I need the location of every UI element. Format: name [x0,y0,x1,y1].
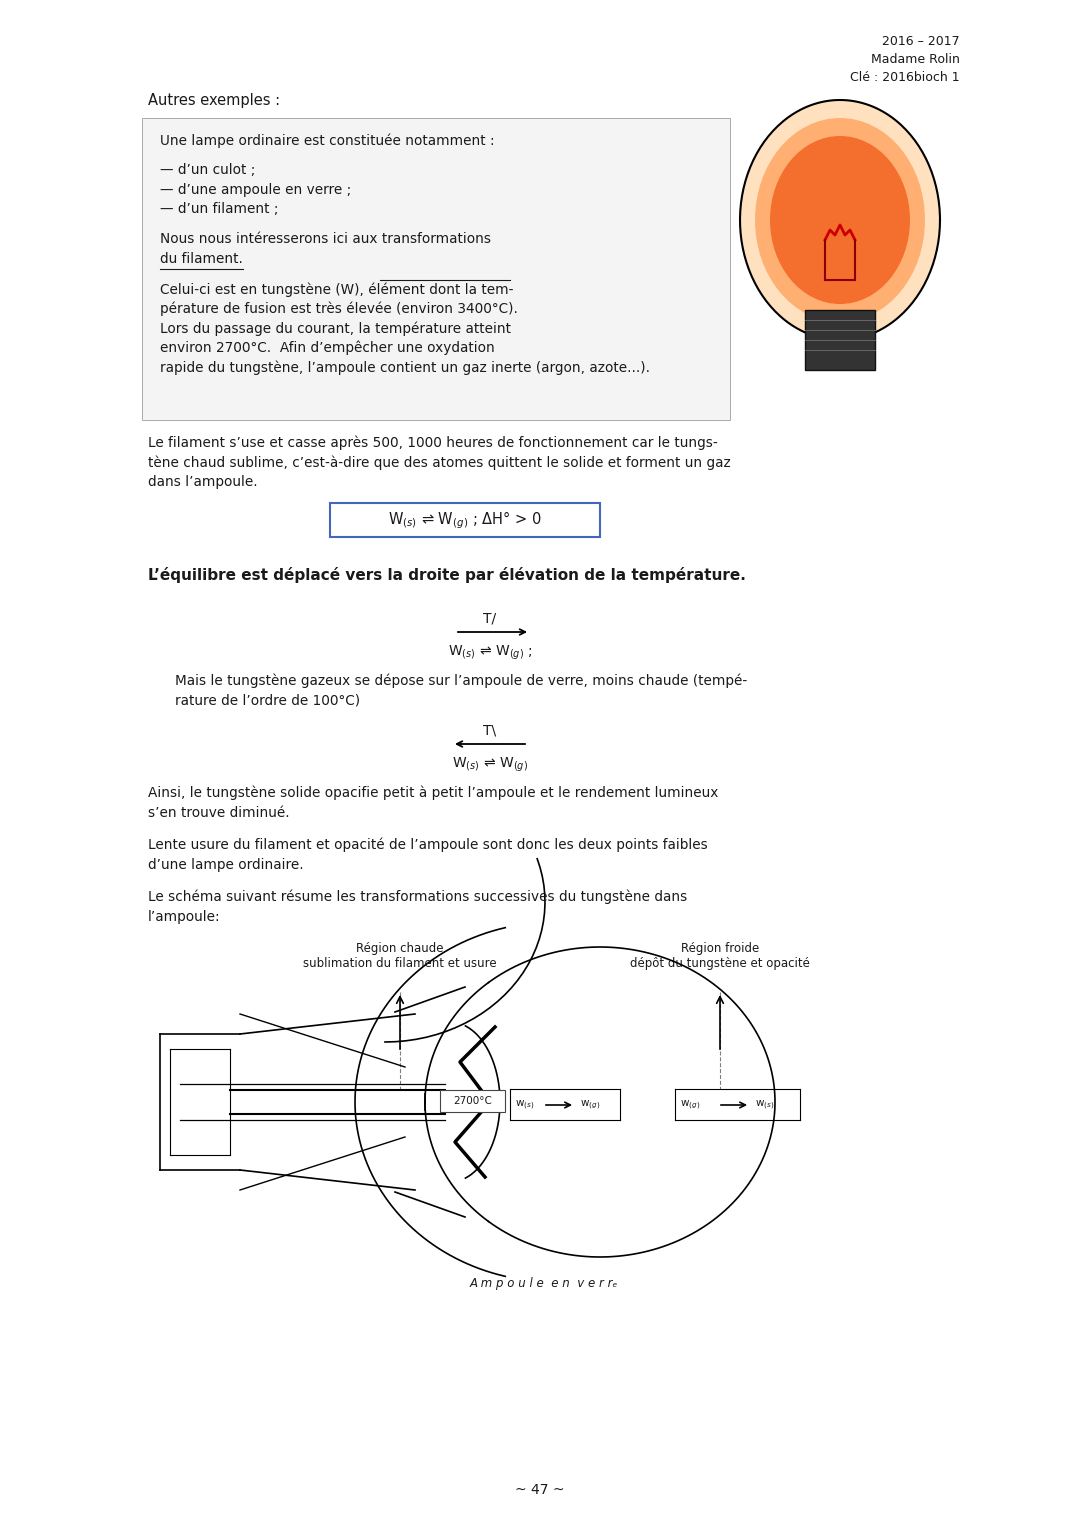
Text: Le schéma suivant résume les transformations successives du tungstène dans: Le schéma suivant résume les transformat… [148,890,687,904]
Text: Une lampe ordinaire est constituée notamment :: Une lampe ordinaire est constituée notam… [160,133,495,148]
Text: tène chaud sublime, c’est-à-dire que des atomes quittent le solide et forment un: tène chaud sublime, c’est-à-dire que des… [148,455,731,469]
Text: T\: T\ [484,724,497,738]
Text: T/: T/ [484,612,497,626]
Text: w$_{(s)}$: w$_{(s)}$ [755,1098,774,1112]
Text: dépôt du tungstène et opacité: dépôt du tungstène et opacité [630,957,810,970]
Text: Région chaude: Région chaude [356,942,444,954]
Text: ~ 47 ~: ~ 47 ~ [515,1483,565,1496]
Text: Autres exemples :: Autres exemples : [148,93,280,108]
Text: s’en trouve diminué.: s’en trouve diminué. [148,806,289,820]
Text: Ainsi, le tungstène solide opacifie petit à petit l’ampoule et le rendement lumi: Ainsi, le tungstène solide opacifie peti… [148,786,718,800]
Text: A m p o u l e  e n  v e r rₑ: A m p o u l e e n v e r rₑ [470,1277,619,1290]
Text: pérature de fusion est très élevée (environ 3400°C).: pérature de fusion est très élevée (envi… [160,302,518,316]
Text: Lente usure du filament et opacité de l’ampoule sont donc les deux points faible: Lente usure du filament et opacité de l’… [148,838,707,852]
Text: dans l’ampoule.: dans l’ampoule. [148,475,258,489]
Text: Le filament s’use et casse après 500, 1000 heures de fonctionnement car le tungs: Le filament s’use et casse après 500, 10… [148,435,718,449]
Text: Clé : 2016bioch 1: Clé : 2016bioch 1 [850,70,960,84]
Text: du filament.: du filament. [160,252,243,266]
Bar [440,1090,505,1112]
Bar [141,118,730,420]
Text: L’équilibre est déplacé vers la droite par élévation de la température.: L’équilibre est déplacé vers la droite p… [148,567,746,583]
Text: environ 2700°C.  Afin d’empêcher une oxydation: environ 2700°C. Afin d’empêcher une oxyd… [160,341,495,356]
Ellipse shape [770,136,910,304]
Text: w$_{(g)}$: w$_{(g)}$ [680,1098,700,1112]
Text: sublimation du filament et usure: sublimation du filament et usure [303,957,497,970]
Text: W$_{(s)}$ ⇌ W$_{(g)}$ ;: W$_{(s)}$ ⇌ W$_{(g)}$ ; [447,644,532,663]
Text: Mais le tungstène gazeux se dépose sur l’ampoule de verre, moins chaude (tempé-: Mais le tungstène gazeux se dépose sur l… [175,673,747,689]
Ellipse shape [755,118,924,322]
Text: w$_{(s)}$: w$_{(s)}$ [515,1098,535,1112]
Text: Région froide: Région froide [680,942,759,954]
Text: W$_{(s)}$ ⇌ W$_{(g)}$ ; ΔH° > 0: W$_{(s)}$ ⇌ W$_{(g)}$ ; ΔH° > 0 [388,508,542,531]
Text: Nous nous intéresserons ici aux transformations: Nous nous intéresserons ici aux transfor… [160,232,491,246]
Text: d’une lampe ordinaire.: d’une lampe ordinaire. [148,858,303,872]
Text: Lors du passage du courant, la température atteint: Lors du passage du courant, la températu… [160,321,511,336]
Text: 2700°C: 2700°C [454,1096,491,1106]
Text: rature de l’ordre de 100°C): rature de l’ordre de 100°C) [175,693,360,709]
Text: — d’un filament ;: — d’un filament ; [160,202,279,217]
Text: — d’une ampoule en verre ;: — d’une ampoule en verre ; [160,183,351,197]
Text: l’ampoule:: l’ampoule: [148,910,220,924]
Text: rapide du tungstène, l’ampoule contient un gaz inerte (argon, azote...).: rapide du tungstène, l’ampoule contient … [160,360,650,374]
Text: W$_{(s)}$ ⇌ W$_{(g)}$: W$_{(s)}$ ⇌ W$_{(g)}$ [451,756,528,774]
Bar [805,310,875,370]
Text: Celui-ci est en tungstène (W), élément dont la tem-: Celui-ci est en tungstène (W), élément d… [160,282,513,296]
Text: — d’un culot ;: — d’un culot ; [160,163,255,177]
Text: w$_{(g)}$: w$_{(g)}$ [580,1098,600,1112]
Bar [330,502,600,538]
Ellipse shape [740,99,940,341]
Text: 2016 – 2017: 2016 – 2017 [882,35,960,47]
Text: Madame Rolin: Madame Rolin [872,53,960,66]
